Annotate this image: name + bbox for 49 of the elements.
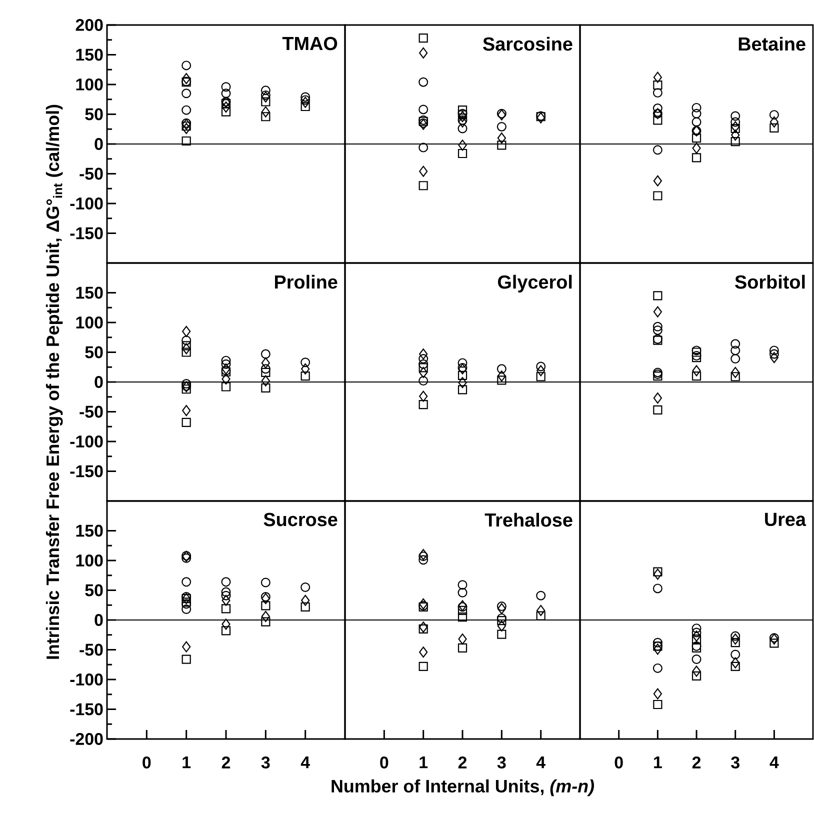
x-tick-label: 4: [770, 756, 779, 768]
x-tick-label: 3: [731, 756, 740, 769]
y-tick-label: 100: [76, 78, 103, 90]
x-tick-label: 2: [222, 756, 230, 768]
chart-title: TMAO: [282, 36, 338, 50]
chart-title: Urea: [765, 512, 806, 526]
y-tick-label: -50: [80, 644, 103, 656]
y-tick-label: 150: [76, 286, 103, 299]
y-tick-label: -150: [70, 227, 103, 240]
x-tick-label: 0: [380, 756, 388, 769]
y-tick-label: -50: [80, 406, 103, 418]
chart-title: Sorbitol: [735, 274, 805, 289]
y-tick-label: 150: [76, 524, 103, 537]
y-tick-label: 100: [76, 316, 103, 328]
y-tick-label: -100: [70, 435, 103, 448]
chart-title: Sucrose: [264, 512, 338, 526]
y-tick-label: -50: [80, 168, 103, 180]
y-tick-label: 0: [94, 138, 103, 150]
y-tick-label: -100: [70, 197, 103, 210]
y-tick-label: 150: [76, 48, 103, 61]
y-tick-label: -150: [70, 465, 103, 478]
text: Glycerol: [498, 274, 572, 292]
x-tick-label: 1: [654, 756, 662, 768]
y-tick-label: 50: [85, 108, 103, 120]
y-tick-label: 100: [76, 554, 103, 566]
y-tick-label: 0: [94, 614, 103, 626]
y-tick-label: -150: [70, 703, 103, 716]
y-tick-label: 50: [85, 346, 103, 358]
x-tick-label: 2: [692, 756, 701, 768]
x-tick-label: 3: [497, 756, 506, 769]
x-tick-label: 0: [142, 756, 151, 769]
chart-title: Trehalose: [484, 512, 572, 527]
x-tick-label: 0: [614, 756, 623, 769]
x-tick-label: 3: [261, 756, 270, 769]
x-tick-label: 2: [458, 756, 467, 768]
x-tick-label: 1: [182, 756, 191, 768]
x-tick-label: 4: [301, 756, 310, 768]
chart-title: Sarcosine: [483, 36, 572, 51]
x-tick-label: 1: [420, 756, 428, 768]
y-axis-title: Intrinsic Transfer Free Energy of the Peptide Unit, ΔG°$_{int}$ (cal/mol): [46, 104, 63, 659]
x-axis-title: Number of Internal Units, (m-n): [332, 779, 594, 796]
y-tick-label: -200: [70, 733, 103, 745]
x-tick-label: 4: [536, 756, 546, 768]
y-tick-label: -100: [70, 674, 103, 686]
chart-title: Proline: [275, 274, 338, 289]
y-tick-label: 50: [85, 584, 103, 596]
y-tick-label: 0: [94, 376, 103, 388]
chart-title: Betaine: [739, 36, 806, 51]
y-tick-label: 200: [76, 18, 103, 31]
